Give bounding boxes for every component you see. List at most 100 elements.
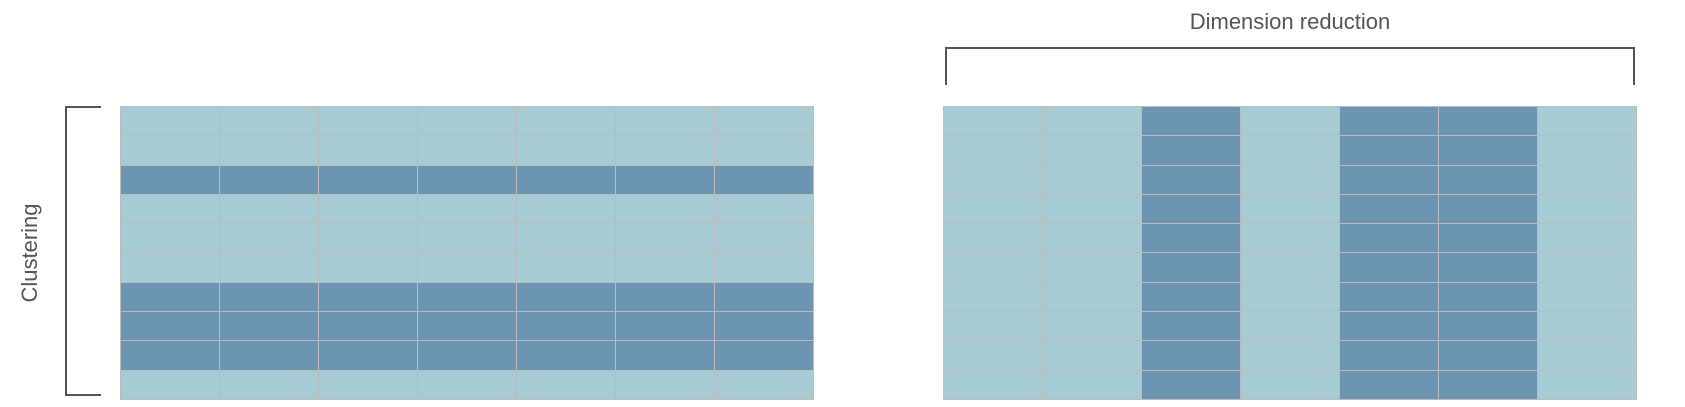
grid-cell (1043, 312, 1141, 341)
grid-cell (1043, 165, 1141, 194)
grid-cell (121, 224, 219, 253)
grid-cell (715, 224, 813, 253)
grid-cell-highlighted (319, 341, 417, 370)
grid-cell-highlighted (1142, 282, 1240, 312)
grid-cell (1538, 165, 1636, 194)
grid-cell-highlighted (1340, 136, 1438, 165)
grid-cell (1538, 341, 1636, 370)
grid-cell-highlighted (1142, 341, 1240, 370)
grid-cell (121, 107, 219, 136)
grid-cell (1538, 194, 1636, 224)
grid-cell-highlighted (616, 165, 714, 194)
dimension-bracket-top (945, 47, 1635, 49)
grid-cell-highlighted (517, 312, 615, 341)
grid-cell (1241, 165, 1339, 194)
grid-cell-highlighted (1340, 107, 1438, 136)
grid-cell-highlighted (1340, 282, 1438, 312)
grid-cell-highlighted (1439, 194, 1537, 224)
grid-cell-highlighted (1142, 107, 1240, 136)
grid-cell-highlighted (1142, 224, 1240, 253)
grid-cell (944, 370, 1042, 399)
grid-cell (1538, 107, 1636, 136)
grid-cell (1241, 194, 1339, 224)
grid-cell (715, 370, 813, 399)
grid-cell-highlighted (517, 282, 615, 312)
grid-cell (418, 253, 516, 282)
grid-cell-highlighted (1439, 136, 1537, 165)
grid-cell (1241, 312, 1339, 341)
grid-cell (319, 224, 417, 253)
grid-cell (715, 136, 813, 165)
grid-cell-highlighted (319, 282, 417, 312)
grid-cell-highlighted (121, 312, 219, 341)
clustering-bracket-spine (65, 106, 67, 396)
grid-cell (944, 194, 1042, 224)
grid-cell (1043, 224, 1141, 253)
grid-cell (517, 253, 615, 282)
dimension-bracket-right-tick (1633, 47, 1635, 85)
grid-cell (121, 136, 219, 165)
grid-cell-highlighted (220, 312, 318, 341)
grid-cell (616, 253, 714, 282)
clustering-bracket-top-tick (65, 106, 101, 108)
grid-cell (1538, 253, 1636, 282)
grid-cell-highlighted (616, 282, 714, 312)
grid-cell (616, 370, 714, 399)
grid-cell (944, 107, 1042, 136)
grid-cell (517, 107, 615, 136)
grid-cell-highlighted (517, 165, 615, 194)
grid-cell-highlighted (1340, 253, 1438, 282)
grid-cell (944, 136, 1042, 165)
grid-cell (121, 370, 219, 399)
grid-cell (1043, 194, 1141, 224)
clustering-label: Clustering (17, 203, 42, 303)
grid-cell-highlighted (1439, 370, 1537, 399)
grid-cell (1538, 312, 1636, 341)
grid-cell (121, 253, 219, 282)
grid-cell (418, 136, 516, 165)
grid-cell (517, 194, 615, 224)
grid-cell-highlighted (418, 312, 516, 341)
grid-cell-highlighted (319, 312, 417, 341)
grid-cell (418, 107, 516, 136)
grid-cell (1241, 341, 1339, 370)
grid-cell-highlighted (517, 341, 615, 370)
clustering-grid (120, 106, 814, 400)
grid-cell (1241, 370, 1339, 399)
grid-cell-highlighted (418, 165, 516, 194)
grid-cell (715, 253, 813, 282)
grid-cell (1241, 253, 1339, 282)
grid-cell (944, 253, 1042, 282)
grid-cell-highlighted (1439, 224, 1537, 253)
grid-cell (220, 224, 318, 253)
grid-cell-highlighted (1340, 370, 1438, 399)
grid-cell-highlighted (1142, 253, 1240, 282)
grid-cell (220, 194, 318, 224)
grid-cell (1043, 341, 1141, 370)
grid-cell (517, 136, 615, 165)
grid-cell (220, 370, 318, 399)
grid-cell (715, 107, 813, 136)
grid-cell (319, 370, 417, 399)
grid-cell (1538, 224, 1636, 253)
grid-cell-highlighted (1142, 370, 1240, 399)
grid-cell (944, 341, 1042, 370)
grid-cell (1241, 282, 1339, 312)
grid-cell-highlighted (616, 341, 714, 370)
grid-cell (1043, 282, 1141, 312)
grid-cell-highlighted (1439, 282, 1537, 312)
grid-cell (1241, 107, 1339, 136)
dimension-reduction-grid (943, 106, 1637, 400)
grid-cell (1043, 370, 1141, 399)
grid-cell-highlighted (121, 341, 219, 370)
grid-cell (319, 136, 417, 165)
grid-cell (616, 107, 714, 136)
grid-cell (121, 194, 219, 224)
clustering-bracket-bottom-tick (65, 394, 101, 396)
grid-cell-highlighted (220, 165, 318, 194)
grid-cell (418, 194, 516, 224)
grid-cell-highlighted (1340, 312, 1438, 341)
grid-cell (1043, 253, 1141, 282)
grid-cell-highlighted (220, 341, 318, 370)
